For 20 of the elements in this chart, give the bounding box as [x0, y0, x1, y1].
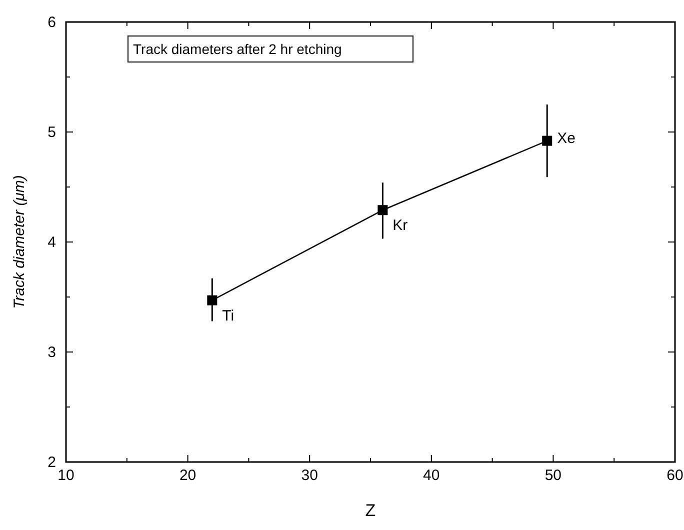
point: [542, 136, 552, 146]
point: [378, 205, 388, 216]
y-axis-title: Track diameter (μm): [11, 175, 28, 309]
x-axis-title: Z: [365, 501, 376, 520]
x-tick-label: 60: [666, 467, 684, 484]
y-tick-label: 2: [48, 454, 56, 471]
x-tick-label: 10: [58, 467, 74, 484]
x-tick-label: 40: [423, 467, 440, 484]
text: Track diameters after 2 hr etching: [133, 41, 342, 57]
point: [207, 295, 218, 306]
x-tick-label: 20: [179, 467, 196, 484]
x-tick-label: 30: [301, 467, 318, 484]
y-tick-label: 3: [48, 344, 56, 361]
y-tick-label: 6: [48, 14, 56, 31]
y-tick-label: 5: [48, 124, 56, 141]
x-tick-label: 50: [544, 467, 562, 484]
y-tick-label: 4: [48, 234, 56, 251]
annotation: Xe: [557, 130, 576, 147]
annotation: Ti: [222, 307, 234, 324]
annotation: Kr: [392, 217, 408, 234]
